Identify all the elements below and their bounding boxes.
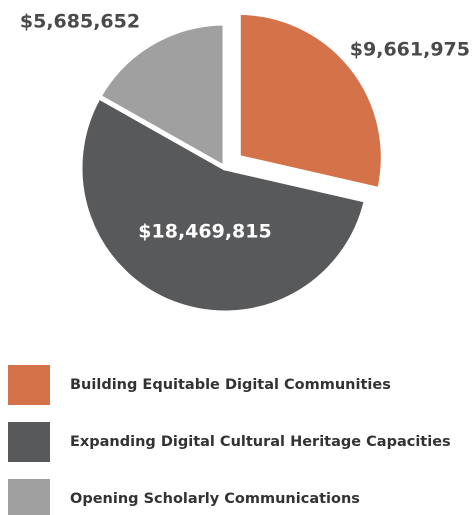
legend-swatch — [8, 365, 50, 405]
legend-label: Expanding Digital Cultural Heritage Capa… — [70, 434, 451, 450]
legend-label: Building Equitable Digital Communities — [70, 377, 391, 393]
legend-swatch — [8, 422, 50, 462]
legend-label: Opening Scholarly Communications — [70, 491, 360, 507]
legend-swatch — [8, 479, 50, 515]
value-label: $5,685,652 — [20, 11, 140, 33]
value-label: $18,469,815 — [138, 221, 271, 243]
pie-slice — [96, 20, 228, 171]
pie-slice — [235, 9, 386, 193]
pie-slice — [77, 94, 369, 316]
value-label: $9,661,975 — [350, 39, 470, 61]
